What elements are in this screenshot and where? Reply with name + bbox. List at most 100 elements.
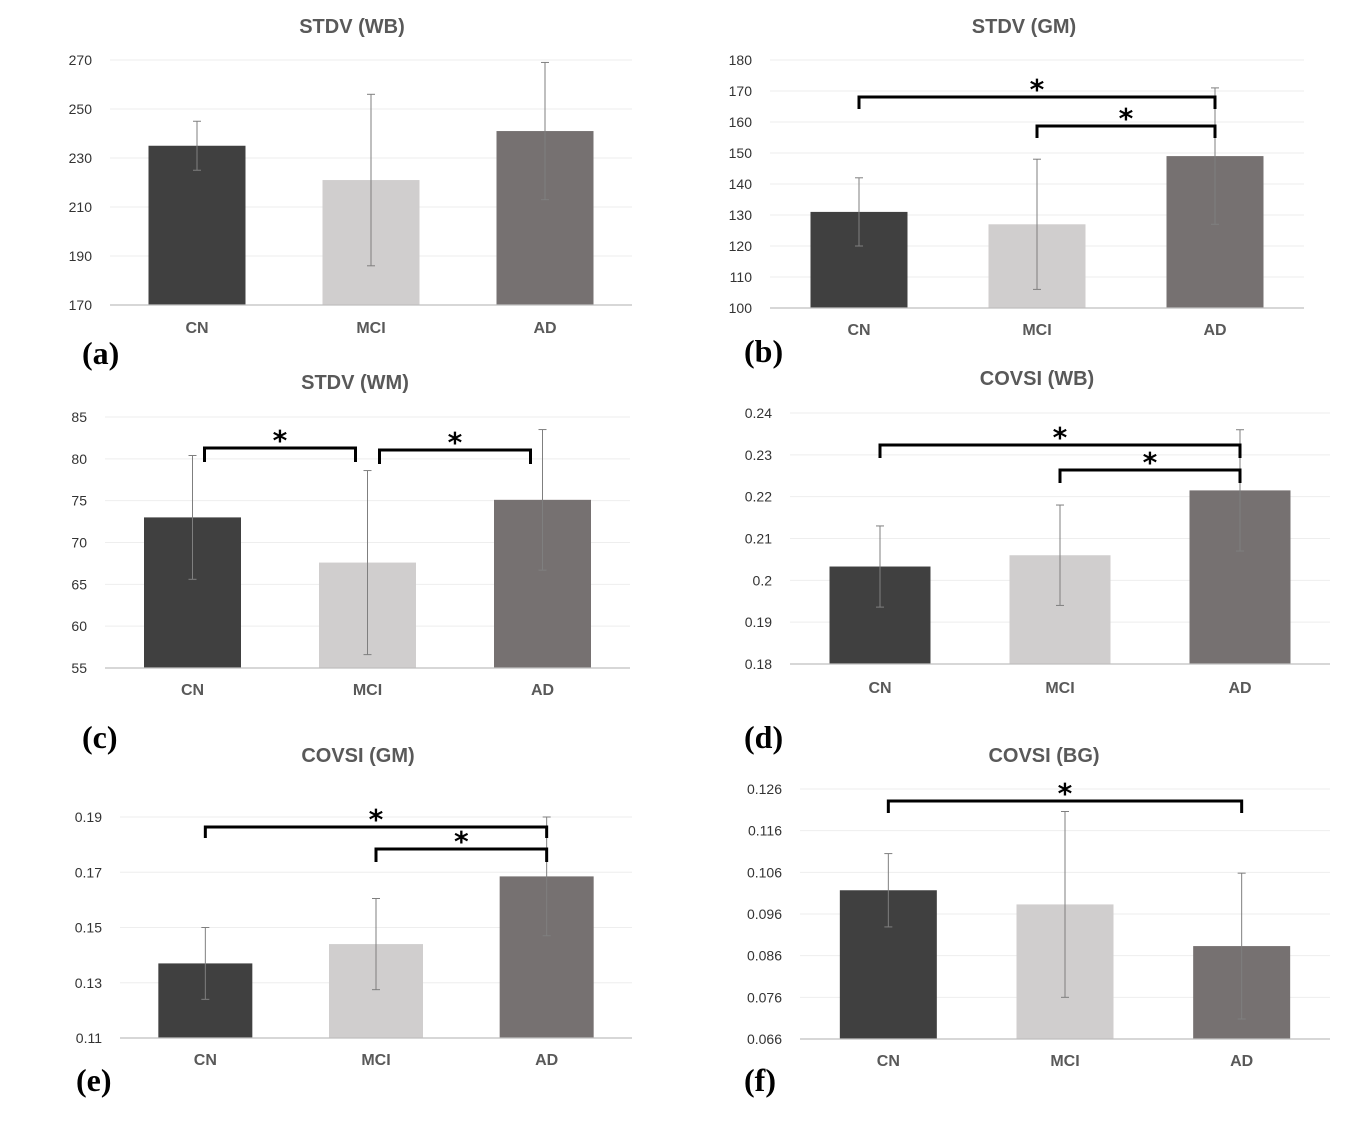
x-tick-label: AD (533, 320, 556, 337)
x-tick-label: AD (1228, 680, 1251, 697)
y-tick-label: 230 (69, 150, 93, 166)
significance-bracket: * (878, 421, 1242, 458)
chart-title: STDV (WB) (299, 16, 405, 38)
y-tick-label: 0.19 (75, 809, 102, 825)
bar-cn (148, 145, 246, 305)
bracket-line (203, 446, 357, 462)
panel-label: (e) (76, 1062, 112, 1098)
panel-label: (a) (82, 335, 119, 371)
error-bar-cn (855, 177, 863, 247)
chart-panel-c: 55 60 65 70 75 80 85 CN MCI AD STDV (WM) (c) * * (71, 372, 630, 755)
error-bar-cn (193, 120, 201, 171)
y-tick-label: 130 (729, 207, 753, 223)
significance-bracket: * (203, 803, 549, 838)
y-tick-label: 0.106 (747, 864, 782, 880)
y-tick-label: 85 (71, 409, 87, 425)
significance-bracket: * (857, 73, 1217, 109)
y-tick-label: 270 (69, 52, 93, 68)
y-tick-label: 160 (729, 114, 753, 130)
x-tick-label: CN (868, 680, 891, 697)
error-bar-mci (363, 470, 372, 656)
x-tick-label: CN (194, 1052, 217, 1069)
error-bar-mci (1061, 811, 1069, 998)
x-tick-label: MCI (1045, 680, 1074, 697)
bracket-line (878, 443, 1242, 458)
panel-label: (d) (744, 719, 783, 755)
y-tick-label: 100 (729, 300, 753, 316)
error-bar-mci (1033, 158, 1041, 290)
error-bar-cn (876, 525, 884, 608)
y-tick-label: 0.21 (745, 531, 772, 547)
y-tick-label: 140 (729, 176, 753, 192)
chart-panel-d: 0.18 0.19 0.2 0.21 0.22 0.23 0.24 CN MCI AD COVSI … (744, 368, 1330, 755)
y-tick-label: 0.11 (76, 1030, 102, 1046)
panel-label: (b) (744, 333, 783, 369)
bracket-line (378, 448, 532, 464)
y-tick-label: 0.22 (745, 489, 772, 505)
y-tick-label: 250 (69, 101, 93, 117)
y-tick-label: 180 (729, 52, 753, 68)
panel-label: (f) (744, 1062, 776, 1098)
significance-bracket: * (1058, 446, 1242, 483)
chart-title: COVSI (WB) (980, 368, 1094, 390)
significance-star: * (369, 803, 384, 836)
significance-bracket: * (886, 777, 1244, 813)
x-tick-label: MCI (361, 1052, 390, 1069)
significance-star: * (273, 424, 288, 457)
y-tick-label: 0.066 (747, 1031, 782, 1047)
significance-star: * (448, 426, 463, 459)
chart-panel-a: 170 190 210 230 250 270 CN MCI AD STDV (WB) (a) (69, 16, 632, 371)
x-tick-label: MCI (1050, 1053, 1079, 1070)
x-tick-label: CN (877, 1053, 900, 1070)
y-tick-label: 80 (71, 451, 87, 467)
x-tick-label: CN (185, 320, 208, 337)
y-tick-label: 150 (729, 145, 753, 161)
significance-star: * (1058, 777, 1073, 810)
significance-bracket: * (374, 825, 549, 862)
x-tick-label: MCI (1022, 322, 1051, 339)
y-tick-label: 0.076 (747, 989, 782, 1005)
y-tick-label: 0.24 (745, 405, 772, 421)
y-tick-label: 65 (71, 576, 87, 592)
y-tick-label: 0.086 (747, 948, 782, 964)
x-tick-label: AD (535, 1052, 558, 1069)
significance-bracket: * (378, 426, 532, 464)
error-bar-mci (367, 93, 375, 267)
y-tick-label: 0.13 (75, 975, 102, 991)
bracket-line (1035, 124, 1217, 138)
bracket-line (857, 95, 1217, 109)
error-bar-ad (1237, 872, 1246, 1020)
chart-panel-f: 0.066 0.076 0.086 0.096 0.106 0.116 0.126 CN MCI… (744, 745, 1330, 1098)
significance-star: * (1053, 421, 1068, 454)
significance-bracket: * (203, 424, 357, 462)
y-tick-label: 0.096 (747, 906, 782, 922)
x-tick-label: MCI (356, 320, 385, 337)
significance-star: * (454, 825, 469, 858)
significance-star: * (1030, 73, 1045, 106)
error-bar-cn (884, 853, 893, 928)
bracket-line (203, 825, 549, 838)
y-tick-label: 70 (71, 535, 87, 551)
error-bar-ad (538, 429, 547, 571)
y-tick-label: 120 (729, 238, 753, 254)
y-tick-label: 210 (69, 199, 93, 215)
y-tick-label: 0.19 (745, 614, 772, 630)
x-tick-label: AD (531, 682, 554, 699)
x-tick-label: AD (1230, 1053, 1253, 1070)
bracket-line (1058, 468, 1242, 483)
significance-star: * (1119, 102, 1134, 135)
error-bar-cn (201, 927, 210, 1000)
y-tick-label: 0.18 (745, 656, 772, 672)
y-tick-label: 170 (69, 297, 93, 313)
significance-bracket: * (1035, 102, 1217, 138)
significance-star: * (1143, 446, 1158, 479)
bracket-line (886, 799, 1244, 813)
y-tick-label: 0.116 (748, 823, 782, 839)
error-bar-mci (372, 897, 380, 991)
panel-label: (c) (82, 719, 118, 755)
y-tick-label: 110 (730, 269, 753, 285)
chart-title: STDV (GM) (972, 16, 1076, 38)
error-bar-ad (541, 61, 549, 201)
chart-title: COVSI (GM) (301, 745, 414, 767)
y-tick-label: 60 (71, 618, 87, 634)
